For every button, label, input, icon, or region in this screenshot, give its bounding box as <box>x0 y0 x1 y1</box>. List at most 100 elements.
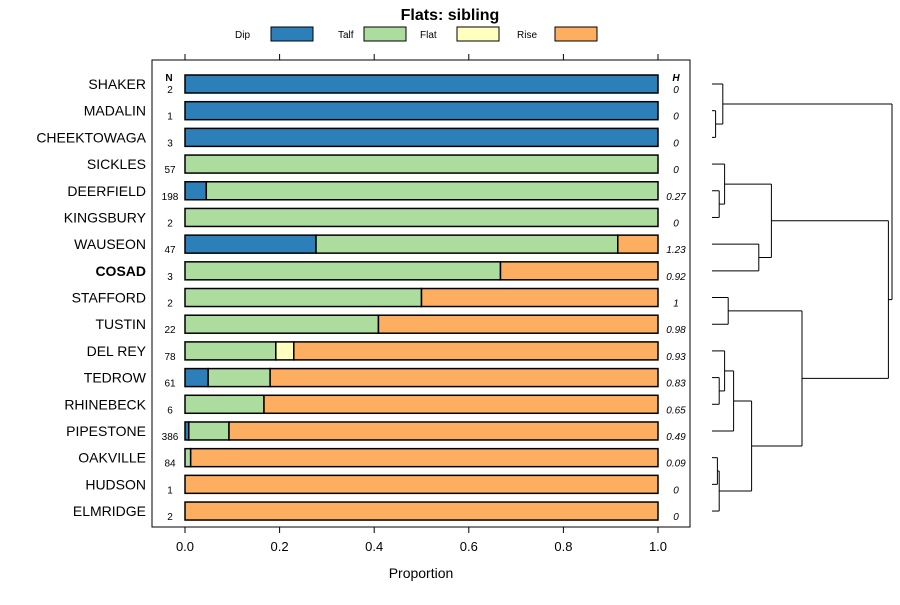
bar-segment-rise <box>293 341 659 361</box>
x-axis: 0.0 0.2 0.4 0.6 0.8 1.0 <box>176 54 667 554</box>
bar-segment-rise <box>617 234 659 254</box>
row-label: PIPESTONE <box>66 423 146 439</box>
n-value: 22 <box>164 325 176 336</box>
row-hudson: HUDSON 1 0 <box>85 474 679 496</box>
row-cheektowaga: CHEEKTOWAGA 3 0 <box>36 127 679 149</box>
bar-segment-dip <box>184 127 659 148</box>
bar-segment-talf <box>207 367 271 388</box>
bar-segment-rise <box>263 394 659 415</box>
legend-label-dip: Dip <box>235 30 250 41</box>
n-value: 61 <box>164 379 176 390</box>
bar-segment-talf <box>184 207 659 228</box>
bar-segment-talf <box>184 341 277 361</box>
n-value: 386 <box>162 432 179 443</box>
h-value: 0.93 <box>666 352 686 363</box>
n-value: 1 <box>167 112 173 123</box>
bar-segment-dip <box>184 74 659 94</box>
h-value: 0.83 <box>666 379 686 390</box>
bar-segment-rise <box>269 367 659 388</box>
bar-segment-talf <box>184 394 265 415</box>
n-value: 3 <box>167 138 173 149</box>
legend-swatch-talf <box>363 26 407 42</box>
h-value: 0.09 <box>666 459 686 470</box>
row-madalin: MADALIN 1 0 <box>84 100 679 123</box>
row-del-rey: DEL REY 78 0.93 <box>87 341 686 363</box>
legend-label-talf: Talf <box>338 30 354 41</box>
bar-segment-rise <box>184 474 659 495</box>
bar-segment-talf <box>188 421 230 441</box>
row-label: TEDROW <box>84 370 147 386</box>
x-tick-label: 0.6 <box>460 539 478 554</box>
row-label: WAUSEON <box>74 236 146 252</box>
bar-segment-dip <box>184 367 209 388</box>
bar-segment-rise <box>420 287 659 308</box>
n-value: 2 <box>167 512 173 523</box>
h-value: 0.92 <box>666 272 686 283</box>
row-oakville: OAKVILLE 84 0.09 <box>78 447 686 470</box>
n-value: 57 <box>164 165 176 176</box>
plot-frame <box>151 59 691 528</box>
h-value: 0 <box>673 85 679 96</box>
row-label: DEERFIELD <box>67 183 146 199</box>
row-label: MADALIN <box>84 103 146 119</box>
row-sickles: SICKLES 57 0 <box>87 154 679 176</box>
bar-segment-dip <box>184 100 659 121</box>
x-tick-label: 0.0 <box>176 539 194 554</box>
x-tick-label: 0.8 <box>554 539 572 554</box>
bar-segment-rise <box>499 261 659 281</box>
h-value: 0 <box>673 218 679 229</box>
n-header: N <box>165 73 172 84</box>
row-label: TUSTIN <box>95 316 146 332</box>
h-value: 0 <box>673 485 679 496</box>
h-value: 0 <box>673 138 679 149</box>
row-wauseon: WAUSEON 47 1.23 <box>74 234 686 256</box>
legend-swatch-dip <box>270 26 314 42</box>
legend-label-rise: Rise <box>517 30 537 41</box>
row-rhinebeck: RHINEBECK 6 0.65 <box>64 394 686 416</box>
bar-segment-rise <box>228 421 659 441</box>
n-value: 1 <box>167 485 173 496</box>
row-shaker: SHAKER 2 0 <box>88 74 679 96</box>
row-tedrow: TEDROW 61 0.83 <box>84 367 686 390</box>
n-value: 6 <box>167 405 173 416</box>
h-value: 0 <box>673 165 679 176</box>
x-tick-label: 0.2 <box>271 539 289 554</box>
row-label: KINGSBURY <box>64 209 147 225</box>
bar-segment-talf <box>184 287 423 308</box>
legend-swatch-rise <box>554 26 598 42</box>
row-label: RHINEBECK <box>64 396 146 412</box>
h-value: 0.49 <box>666 432 686 443</box>
bar-segment-rise <box>377 314 659 334</box>
row-label: OAKVILLE <box>78 450 146 466</box>
row-label: SHAKER <box>88 76 146 92</box>
bar-segment-talf <box>184 154 659 174</box>
bar-segment-rise <box>189 447 659 468</box>
x-axis-label: Proportion <box>389 565 454 581</box>
n-value: 2 <box>167 85 173 96</box>
row-label: DEL REY <box>87 343 147 359</box>
bar-segment-talf <box>184 314 380 334</box>
legend-label-flat: Flat <box>420 30 437 41</box>
n-value: 2 <box>167 299 173 310</box>
row-label: SICKLES <box>87 156 146 172</box>
h-value: 0 <box>673 112 679 123</box>
h-value: 0.27 <box>666 192 686 203</box>
row-elmridge: ELMRIDGE 2 0 <box>73 501 679 523</box>
x-tick-label: 0.4 <box>365 539 383 554</box>
h-header: H <box>672 73 680 84</box>
row-label: STAFFORD <box>72 290 146 306</box>
bar-segment-talf <box>315 234 619 254</box>
dendrogram <box>712 83 893 512</box>
row-label: ELMRIDGE <box>73 503 146 519</box>
chart-title: Flats: sibling <box>401 7 500 24</box>
bar-segment-talf <box>184 261 502 281</box>
bar-segment-rise <box>184 501 659 521</box>
h-value: 0.65 <box>666 405 686 416</box>
x-tick-label: 1.0 <box>649 539 667 554</box>
h-value: 1 <box>673 299 679 310</box>
n-value: 3 <box>167 272 173 283</box>
h-value: 0.98 <box>666 325 686 336</box>
n-value: 47 <box>164 245 176 256</box>
row-tustin: TUSTIN 22 0.98 <box>95 314 686 336</box>
